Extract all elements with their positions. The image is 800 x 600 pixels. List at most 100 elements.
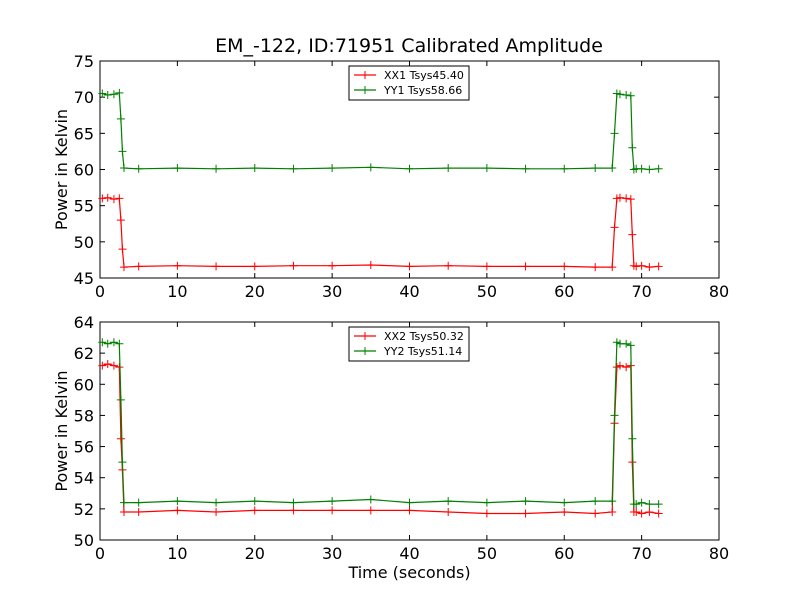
top-plot: 0 10 20 30 40 50 60 70 80 45 50 55 60 65 70 75 Power in … [52,52,729,301]
data-point [608,164,617,173]
data-point [645,263,654,272]
data-point [366,163,375,172]
y-tick-label: 60 [74,161,94,180]
data-point [444,261,453,270]
data-point [444,507,453,516]
data-point [610,129,619,138]
data-point [98,194,107,203]
legend-marker [361,86,369,94]
data-point [591,509,600,518]
data-point [610,223,619,232]
data-point [626,91,635,100]
data-point [626,341,635,350]
x-tick-label: 30 [322,282,342,301]
x-tick-label: 20 [245,544,265,563]
data-point [328,497,337,506]
data-point [622,90,631,99]
data-point [173,506,182,515]
data-point [654,164,663,173]
data-point [250,164,259,173]
data-point [482,164,491,173]
x-tick-label: 80 [709,282,729,301]
y-tick-label: 60 [74,375,94,394]
data-point [250,262,259,271]
data-point [521,164,530,173]
x-tick-label: 60 [554,544,574,563]
data-point [645,500,654,509]
data-point [116,395,125,404]
data-point [608,507,617,516]
y-tick-label: 75 [74,52,94,71]
data-point [118,147,127,156]
data-point [626,195,635,204]
x-tick-label: 40 [399,282,419,301]
x-tick-label: 80 [709,544,729,563]
data-point [405,506,414,515]
x-tick-label: 0 [95,544,105,563]
data-point [632,500,641,509]
data-point [173,164,182,173]
y-tick-label: 64 [74,313,94,332]
x-tick-label: 20 [245,282,265,301]
y-tick-label: 54 [74,469,94,488]
data-point [615,193,624,202]
x-tick-label: 70 [631,544,651,563]
series-line-1 [102,341,659,505]
data-point [645,507,654,516]
data-point [637,509,646,518]
data-point [134,262,143,271]
data-point [115,194,124,203]
data-point [212,507,221,516]
x-axis-label: Time (seconds) [347,563,470,582]
chart-title: EM_-122, ID:71951 Calibrated Amplitude [215,35,603,57]
data-point [366,495,375,504]
data-point [103,360,112,369]
y-tick-label: 58 [74,406,94,425]
data-point [119,498,128,507]
legend-marker [361,347,369,355]
y-tick-label: 50 [74,531,94,550]
data-point [212,164,221,173]
legend-label: XX1 Tsys45.40 [384,69,464,82]
x-tick-label: 70 [631,282,651,301]
data-point [654,262,663,271]
y-tick-label: 62 [74,344,94,363]
x-tick-label: 0 [95,282,105,301]
data-point [212,262,221,271]
data-point [212,498,221,507]
data-point [628,143,637,152]
y-axis-label: Power in Kelvin [52,370,71,491]
data-point [109,90,118,99]
data-point [645,165,654,174]
data-point [654,500,663,509]
data-point [328,506,337,515]
data-point [109,361,118,370]
y-tick-label: 70 [74,88,94,107]
legend-marker [361,71,369,79]
data-point [591,164,600,173]
data-point [328,164,337,173]
data-point [118,458,127,467]
legend-label: YY2 Tsys51.14 [383,345,462,358]
data-point [250,497,259,506]
data-point [405,164,414,173]
data-point [628,434,637,443]
data-point [622,339,631,348]
x-tick-label: 50 [477,544,497,563]
data-point [289,498,298,507]
data-point [134,164,143,173]
data-point [591,263,600,272]
y-tick-label: 56 [74,438,94,457]
legend [348,326,470,362]
data-point [560,507,569,516]
data-point [521,509,530,518]
data-point [632,507,641,516]
data-point [622,363,631,372]
data-point [103,193,112,202]
data-point [109,338,118,347]
data-point [405,498,414,507]
data-point [119,507,128,516]
data-point [622,194,631,203]
data-point [134,507,143,516]
y-tick-label: 52 [74,500,94,519]
